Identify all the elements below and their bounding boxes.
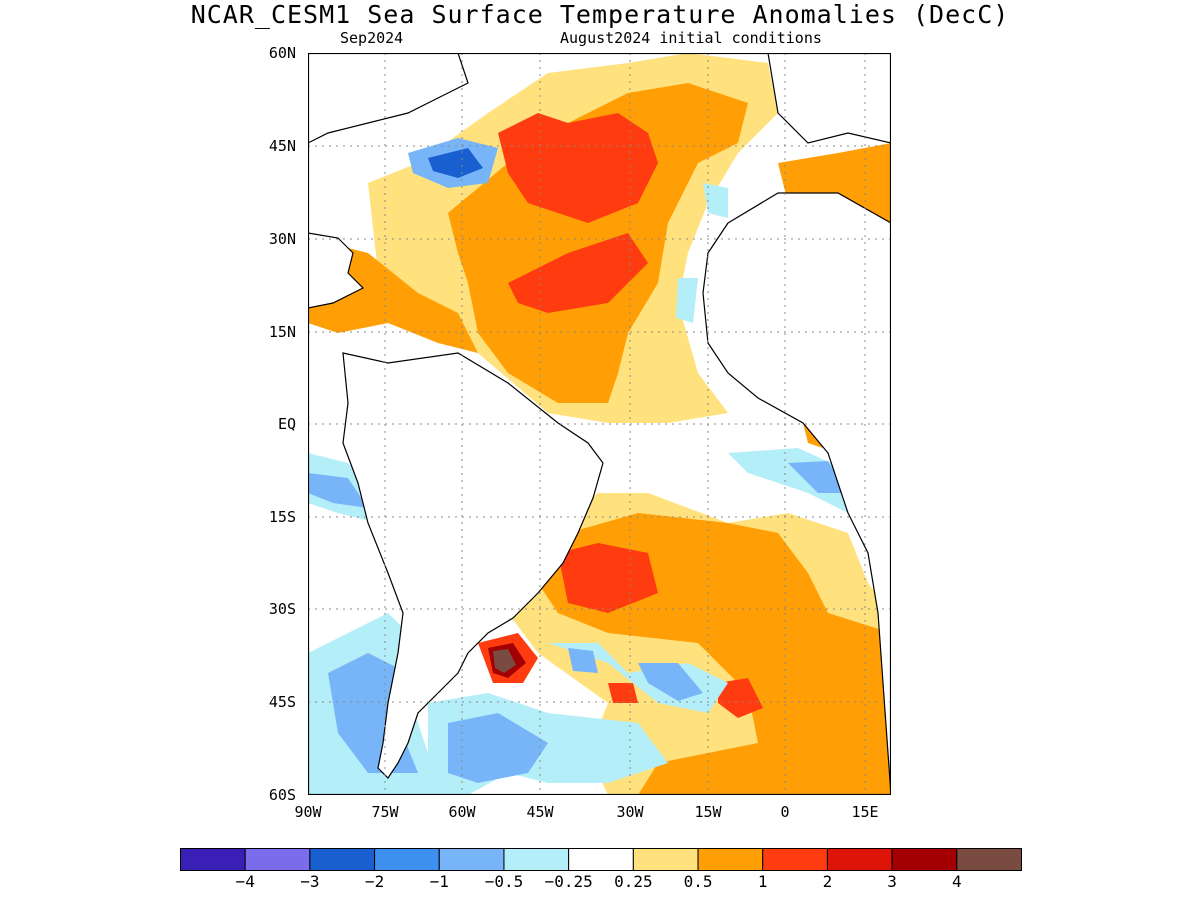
y-tick-label: 60N [268,44,296,62]
colorbar-label: −1 [429,872,449,891]
colorbar-swatch [244,848,311,871]
colorbar-swatch [697,848,764,871]
colorbar [180,848,1022,871]
y-tick-label: EQ [277,415,296,433]
grid-lines [308,53,891,795]
colorbar-swatch [503,848,570,871]
colorbar-label: 0.25 [614,872,653,891]
colorbar-swatch [762,848,828,871]
y-tick-label: 15S [268,508,296,526]
x-tick-label: 30W [616,803,644,821]
colorbar-swatch [309,848,376,871]
forecast-month: Sep2024 [340,29,404,47]
colorbar-label: 3 [887,872,897,891]
colorbar-label: 1 [757,872,768,891]
colorbar-swatch [632,848,699,871]
y-tick-label: 30S [268,600,296,618]
x-tick-label: 90W [294,803,322,821]
colorbar-label: 4 [951,872,962,891]
y-tick-label: 15N [268,323,296,341]
x-tick-label: 15E [851,803,879,821]
y-tick-label: 30N [268,230,296,248]
colorbar-label: 0.5 [683,872,713,891]
colorbar-swatch [956,848,1022,871]
sst-anomaly-map [308,53,891,795]
colorbar-swatch [374,848,440,871]
colorbar-label: −3 [300,872,320,891]
x-tick-label: 60W [448,803,476,821]
colorbar-swatch [180,848,246,871]
colorbar-label: −0.25 [544,872,593,891]
initial-conditions-label: August2024 initial conditions [560,29,822,47]
y-tick-label: 45N [268,137,296,155]
y-tick-label: 60S [268,786,296,804]
colorbar-swatch [568,848,634,871]
coastlines [308,53,891,795]
y-tick-label: 45S [268,693,296,711]
colorbar-label: −2 [364,872,385,891]
map-frame [308,53,891,795]
colorbar-label: 2 [822,872,833,891]
colorbar-label: −0.5 [484,872,524,891]
colorbar-swatch [438,848,505,871]
colorbar-swatch [826,848,893,871]
x-tick-label: 75W [371,803,399,821]
map-title: NCAR_CESM1 Sea Surface Temperature Anoma… [190,0,1010,29]
x-tick-label: 0 [780,803,790,821]
x-tick-label: 45W [526,803,554,821]
x-tick-label: 15W [694,803,722,821]
colorbar-label: −4 [235,872,255,891]
colorbar-swatch [891,848,958,871]
